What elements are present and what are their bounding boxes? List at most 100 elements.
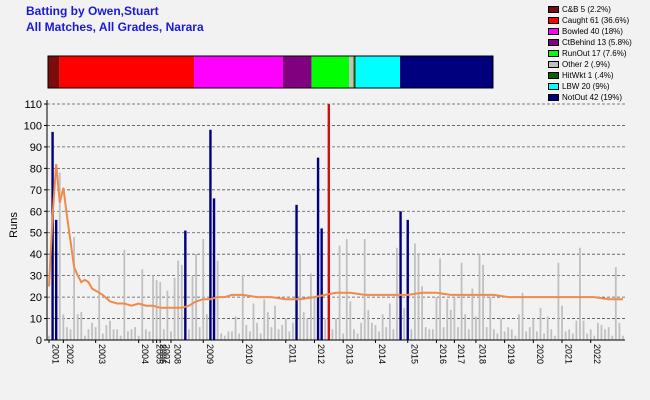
strip-border <box>47 55 494 89</box>
innings-bar <box>342 333 345 340</box>
innings-bar <box>500 318 502 340</box>
y-tick-label: 30 <box>30 271 42 283</box>
innings-bar <box>550 329 553 340</box>
innings-bar <box>54 219 58 340</box>
innings-bar <box>360 322 363 340</box>
innings-bar <box>48 335 50 340</box>
legend-item: NotOut 42 (19%) <box>548 92 648 103</box>
innings-bar <box>331 329 334 340</box>
legend-item: HitWkt 1 (.4%) <box>548 70 648 81</box>
innings-bar <box>396 247 398 340</box>
x-tick-label: 2021 <box>564 344 574 364</box>
y-tick-label: 20 <box>30 292 42 304</box>
innings-bar <box>76 314 79 340</box>
innings-bar <box>353 329 355 340</box>
strip-segment <box>194 56 283 88</box>
innings-bar <box>496 333 499 340</box>
y-tick-label: 0 <box>36 335 42 347</box>
innings-bar <box>209 129 212 340</box>
innings-bar <box>492 329 495 340</box>
innings-bar <box>238 333 241 340</box>
innings-bar <box>130 329 133 340</box>
innings-bar <box>66 327 68 340</box>
x-tick-label: 2016 <box>438 344 448 364</box>
innings-bar <box>449 309 452 340</box>
innings-bar <box>518 314 520 340</box>
x-tick-label: 2011 <box>287 344 297 363</box>
innings-bar <box>216 260 219 340</box>
innings-bar <box>302 312 305 340</box>
innings-bar <box>263 299 266 340</box>
innings-bar <box>306 318 309 340</box>
innings-bar <box>543 333 545 340</box>
chart-subtitle: All Matches, All Grades, Narara <box>26 20 204 34</box>
innings-bar <box>173 277 176 340</box>
innings-bar <box>345 239 348 340</box>
legend-item: Bowled 40 (18%) <box>548 26 648 37</box>
innings-bar <box>582 320 585 340</box>
legend-swatch <box>548 83 559 90</box>
innings-bar <box>109 320 111 340</box>
strip-segment <box>353 56 356 88</box>
innings-bar <box>144 329 147 340</box>
legend-swatch <box>548 6 559 13</box>
y-tick-label: 100 <box>24 120 42 132</box>
y-tick-label: 90 <box>30 142 42 154</box>
y-tick-label: 60 <box>30 206 42 218</box>
innings-bar <box>292 322 294 340</box>
legend-label: LBW 20 (9%) <box>562 82 610 91</box>
innings-bar <box>205 314 208 340</box>
legend-swatch <box>548 72 559 79</box>
legend-item: C&B 5 (2.2%) <box>548 4 648 15</box>
innings-bar <box>73 237 76 340</box>
innings-bar <box>546 316 549 340</box>
average-line-group <box>48 164 623 309</box>
innings-bar <box>381 314 384 340</box>
innings-bars <box>48 104 624 340</box>
innings-bar <box>202 239 205 340</box>
innings-bar <box>195 254 197 340</box>
y-tick-label: 40 <box>30 249 42 261</box>
innings-bar <box>604 329 606 340</box>
innings-bar <box>460 262 463 340</box>
innings-bar <box>277 329 280 340</box>
innings-bar <box>177 260 180 340</box>
innings-bar <box>116 329 119 340</box>
legend-swatch <box>548 28 559 35</box>
x-tick-label: 2005 <box>155 344 165 364</box>
x-tick-label: 2022 <box>592 344 602 364</box>
innings-bar <box>98 275 101 340</box>
y-tick-label: 10 <box>30 314 42 326</box>
innings-bar <box>270 327 273 340</box>
innings-bar <box>414 243 416 340</box>
legend-label: C&B 5 (2.2%) <box>562 5 611 14</box>
grid-lines <box>47 103 625 319</box>
x-tick-label: 2013 <box>345 344 355 364</box>
innings-bar <box>320 228 323 340</box>
innings-bar <box>191 275 194 340</box>
innings-bar <box>234 316 237 340</box>
innings-bar <box>309 273 312 340</box>
innings-bar <box>399 211 402 340</box>
innings-bar <box>80 312 83 340</box>
innings-bar <box>180 264 183 340</box>
innings-bar <box>439 258 441 340</box>
strip-segment <box>349 56 354 88</box>
legend-item: Other 2 (.9%) <box>548 59 648 70</box>
strip-segment <box>48 56 60 88</box>
legend-swatch <box>548 39 559 46</box>
innings-bar <box>58 172 61 340</box>
y-axis-label: Runs <box>8 212 20 238</box>
innings-bar <box>557 262 560 340</box>
axes <box>46 100 625 341</box>
innings-bar <box>532 318 535 340</box>
innings-bar <box>385 327 388 340</box>
innings-bar <box>295 204 298 340</box>
legend-item: LBW 20 (9%) <box>548 81 648 92</box>
y-tick-label: 50 <box>30 228 42 240</box>
innings-bar <box>119 335 122 340</box>
innings-bar <box>428 329 431 340</box>
innings-bar <box>316 157 320 340</box>
x-tick-label: 2020 <box>535 344 545 364</box>
innings-bar <box>424 327 427 340</box>
